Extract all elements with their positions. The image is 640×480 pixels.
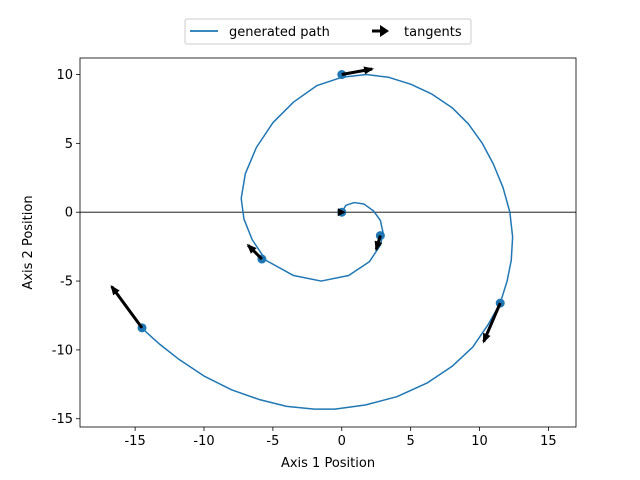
tangent-arrow <box>482 302 502 344</box>
tangent-arrow <box>374 235 383 252</box>
y-tick-label: -5 <box>60 275 73 290</box>
legend: generated path tangents <box>184 18 472 45</box>
x-axis-label: Axis 1 Position <box>281 456 375 471</box>
x-tick-label: 10 <box>471 434 488 449</box>
y-tick-label: 0 <box>65 206 73 221</box>
tangent-arrow <box>246 243 263 261</box>
x-tick-label: -5 <box>266 434 279 449</box>
x-tick-label: -15 <box>124 434 145 449</box>
tangent-arrow <box>110 284 144 329</box>
x-tick-label: 0 <box>338 434 346 449</box>
tangent-arrow <box>341 66 375 76</box>
y-axis-label: Axis 2 Position <box>21 195 36 289</box>
legend-label-tangents: tangents <box>404 25 462 40</box>
series-generated-path <box>141 73 514 410</box>
plot-frame <box>79 57 577 428</box>
y-tick-label: 5 <box>65 137 73 152</box>
y-tick-label: -10 <box>52 343 73 358</box>
legend-box <box>184 18 472 45</box>
legend-label-generated-path: generated path <box>229 25 330 40</box>
y-tick-label: 10 <box>56 68 73 83</box>
y-tick-label: -15 <box>52 412 73 427</box>
x-tick-label: 15 <box>540 434 557 449</box>
x-tick-label: 5 <box>407 434 415 449</box>
tangent-arrow <box>337 208 346 217</box>
x-tick-label: -10 <box>193 434 214 449</box>
legend-arrow-icon <box>380 25 389 37</box>
